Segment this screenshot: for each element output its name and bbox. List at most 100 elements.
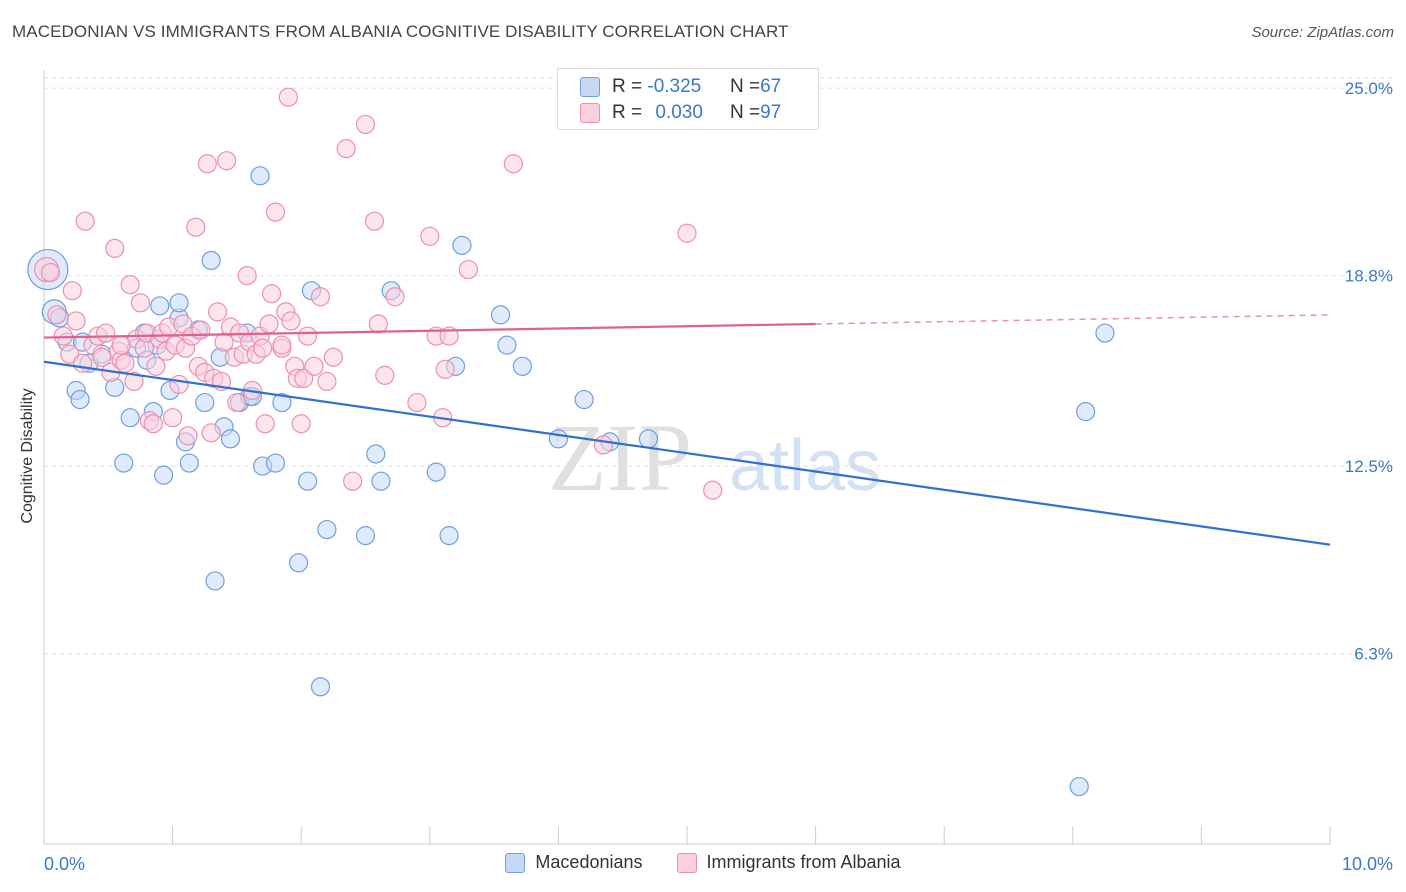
point-albania (40, 262, 61, 283)
watermark: ZIP atlas (548, 404, 881, 511)
point-macedonians (120, 408, 140, 428)
point-macedonians (272, 392, 292, 413)
point-macedonians (366, 444, 386, 464)
point-macedonians (150, 296, 170, 316)
point-macedonians (195, 392, 215, 413)
point-macedonians (114, 453, 134, 473)
r-label: R = (612, 76, 648, 97)
point-macedonians (265, 453, 286, 473)
point-albania (255, 414, 275, 434)
point-albania (355, 114, 376, 135)
point-albania (368, 314, 388, 334)
r-value: 0.030 (655, 102, 703, 123)
point-albania (407, 392, 427, 413)
point-macedonians (1076, 402, 1096, 422)
point-albania (191, 320, 211, 340)
point-macedonians (638, 429, 659, 449)
point-albania (163, 408, 183, 428)
point-albania (169, 374, 189, 395)
point-albania (115, 353, 135, 373)
point-macedonians (317, 519, 337, 540)
point-albania (272, 335, 292, 355)
point-albania (124, 371, 144, 392)
point-albania (420, 226, 440, 246)
point-macedonians (289, 553, 309, 573)
point-albania (143, 414, 163, 434)
data-points (27, 87, 1115, 797)
trend-line-albania-extension (815, 314, 1331, 325)
point-albania (304, 356, 324, 376)
legend-swatch-albania (676, 852, 697, 873)
point-macedonians (452, 235, 472, 255)
point-albania (120, 275, 140, 295)
n-label: N = (730, 102, 761, 123)
watermark-atlas: atlas (729, 426, 881, 506)
point-albania (364, 211, 385, 231)
gridlines (44, 77, 1392, 655)
point-albania (435, 359, 455, 379)
legend-swatch-macedonians (505, 852, 526, 873)
point-albania (291, 414, 311, 434)
point-albania (281, 311, 301, 331)
point-albania (336, 139, 356, 159)
point-albania (593, 435, 614, 455)
point-albania (201, 423, 221, 443)
point-macedonians (169, 293, 189, 313)
tick-labels: 6.3% 12.5% 18.8% 25.0% 0.0% 10.0% (44, 79, 1393, 874)
point-macedonians (153, 465, 174, 485)
legend-item-macedonians[interactable]: Macedonians (505, 852, 643, 873)
point-albania (503, 154, 523, 174)
stats-swatch-albania (580, 103, 600, 123)
x-tick-label-min: 0.0% (44, 854, 85, 874)
point-albania (265, 202, 286, 222)
point-macedonians (439, 526, 459, 546)
point-macedonians (201, 250, 221, 271)
point-albania (62, 281, 82, 301)
point-albania (385, 287, 405, 307)
y-tick-label: 12.5% (1345, 457, 1393, 476)
y-tick-label: 25.0% (1345, 79, 1393, 98)
stats-row-macedonians: R = -0.325 N = 67 (580, 74, 781, 100)
point-albania (703, 480, 723, 500)
chart-legend: Macedonians Immigrants from Albania (0, 852, 1406, 873)
point-albania (227, 392, 247, 413)
point-albania (375, 365, 395, 385)
point-albania (66, 311, 86, 331)
point-albania (237, 265, 257, 286)
point-macedonians (310, 677, 331, 697)
point-macedonians (574, 389, 594, 410)
point-albania (75, 211, 95, 231)
point-albania (259, 314, 279, 334)
x-tick-label-max: 10.0% (1342, 854, 1393, 874)
r-label: R = (612, 102, 648, 123)
point-macedonians (371, 471, 391, 491)
legend-item-albania[interactable]: Immigrants from Albania (676, 852, 901, 873)
legend-label-macedonians: Macedonians (535, 852, 643, 872)
point-macedonians (548, 429, 569, 449)
point-macedonians (205, 571, 225, 591)
trend-line-albania (43, 322, 816, 339)
point-macedonians (179, 453, 199, 473)
n-value: 67 (760, 76, 782, 97)
point-albania (262, 284, 282, 304)
point-albania (72, 353, 93, 373)
point-macedonians (490, 305, 511, 325)
n-value: 97 (760, 102, 782, 123)
watermark-zip: ZIP (548, 404, 692, 511)
point-macedonians (1069, 776, 1089, 797)
point-albania (310, 287, 331, 307)
point-macedonians (250, 166, 270, 186)
point-macedonians (1095, 323, 1115, 343)
point-albania (278, 87, 298, 107)
point-albania (105, 238, 125, 258)
axes (43, 70, 1331, 845)
y-tick-label: 6.3% (1354, 645, 1393, 664)
point-albania (217, 151, 237, 171)
point-macedonians (70, 389, 90, 410)
point-macedonians (497, 335, 517, 355)
point-albania (111, 335, 131, 355)
point-albania (47, 305, 67, 325)
stats-swatch-macedonians (580, 77, 600, 97)
trend-line-macedonians (43, 360, 1331, 546)
